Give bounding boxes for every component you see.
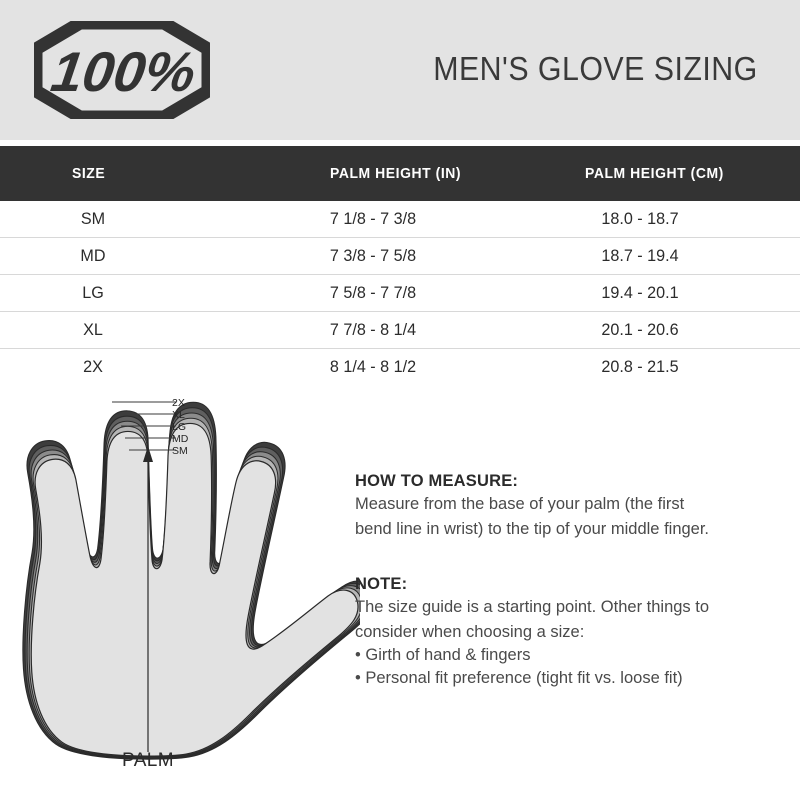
cell-palm-cm: 18.0 - 18.7 xyxy=(601,209,679,228)
table-row: SM 7 1/8 - 7 3/8 18.0 - 18.7 xyxy=(0,201,800,238)
table-header-row: SIZE PALM HEIGHT (IN) PALM HEIGHT (CM) xyxy=(0,146,800,201)
cell-palm-cm: 20.8 - 21.5 xyxy=(601,357,679,376)
hand-diagram: 2X XL LG MD SM PALM xyxy=(0,384,360,801)
diagram-and-info-panel: 2X XL LG MD SM PALM HOW TO MEASURE: Meas… xyxy=(0,384,800,801)
size-table: SIZE PALM HEIGHT (IN) PALM HEIGHT (CM) S… xyxy=(0,146,800,386)
cell-palm-cm: 18.7 - 19.4 xyxy=(601,246,679,265)
cell-size: SM xyxy=(80,209,106,228)
cell-palm-in: 8 1/4 - 8 1/2 xyxy=(329,357,417,376)
cell-size: XL xyxy=(83,320,103,339)
info-text-panel: HOW TO MEASURE: Measure from the base of… xyxy=(355,472,785,690)
how-to-measure-line-2: bend line in wrist) to the tip of your m… xyxy=(355,520,710,538)
column-header-palm-in: PALM HEIGHT (IN) xyxy=(330,165,462,182)
cell-size: LG xyxy=(82,283,104,302)
measurement-arrow-icon xyxy=(143,446,153,752)
page-header: 100% MEN'S GLOVE SIZING xyxy=(0,0,800,140)
cell-size: MD xyxy=(80,246,106,265)
column-header-size: SIZE xyxy=(72,165,106,182)
page-title: MEN'S GLOVE SIZING xyxy=(433,50,758,87)
size-tick-sm: SM xyxy=(172,445,188,457)
brand-logo-icon: 100% xyxy=(34,21,210,119)
cell-palm-in: 7 3/8 - 7 5/8 xyxy=(329,246,417,265)
note-bullet-2: • Personal fit preference (tight fit vs.… xyxy=(355,669,683,687)
table-row: MD 7 3/8 - 7 5/8 18.7 - 19.4 xyxy=(0,238,800,275)
cell-palm-cm: 20.1 - 20.6 xyxy=(601,320,679,339)
size-tick-2x: 2X xyxy=(172,397,185,409)
table-row: 2X 8 1/4 - 8 1/2 20.8 - 21.5 xyxy=(0,349,800,386)
note-bullet-1: • Girth of hand & fingers xyxy=(355,646,531,664)
svg-text:100%: 100% xyxy=(47,40,199,103)
note-line-2: consider when choosing a size: xyxy=(355,623,585,641)
size-tick-md: MD xyxy=(172,433,189,445)
note-heading: NOTE: xyxy=(355,575,408,593)
cell-palm-in: 7 1/8 - 7 3/8 xyxy=(329,209,417,228)
how-to-measure-heading: HOW TO MEASURE: xyxy=(355,472,519,490)
palm-label: PALM xyxy=(122,750,174,771)
cell-palm-in: 7 5/8 - 7 7/8 xyxy=(329,283,417,302)
how-to-measure-line-1: Measure from the base of your palm (the … xyxy=(355,495,685,513)
size-tick-lg: LG xyxy=(172,421,187,433)
note-line-1: The size guide is a starting point. Othe… xyxy=(355,598,710,616)
table-row: LG 7 5/8 - 7 7/8 19.4 - 20.1 xyxy=(0,275,800,312)
column-header-palm-cm: PALM HEIGHT (CM) xyxy=(585,165,724,182)
size-tick-lines xyxy=(112,401,176,451)
cell-palm-in: 7 7/8 - 8 1/4 xyxy=(329,320,417,339)
size-tick-xl: XL xyxy=(172,409,185,421)
cell-palm-cm: 19.4 - 20.1 xyxy=(601,283,679,302)
cell-size: 2X xyxy=(83,357,103,376)
table-row: XL 7 7/8 - 8 1/4 20.1 - 20.6 xyxy=(0,312,800,349)
